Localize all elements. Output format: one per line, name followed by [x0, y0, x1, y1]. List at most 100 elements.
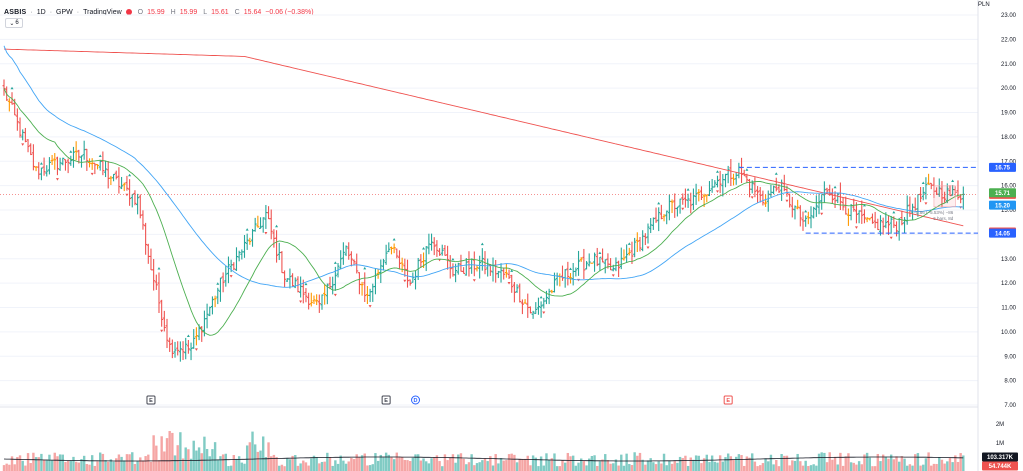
ohlc-bar	[170, 339, 174, 359]
ohlc-bar	[408, 279, 412, 286]
ohlc-bar	[900, 210, 904, 226]
volume-bar	[286, 458, 289, 471]
ohlc-bar	[921, 187, 925, 201]
volume-bar	[398, 456, 401, 471]
volume-bar	[863, 454, 866, 471]
volume-bar	[871, 466, 874, 471]
price-tick-label: 18.00	[1001, 135, 1017, 141]
price-badge-label: 16.75	[995, 166, 1011, 172]
pivot-high-marker	[951, 179, 955, 182]
volume-bar	[109, 459, 113, 471]
event-label: E	[384, 398, 388, 404]
ohlc-bar	[878, 215, 882, 236]
interval-label[interactable]: 1D	[36, 8, 46, 16]
volume-bar	[694, 455, 698, 471]
ohlc-bar	[956, 180, 960, 200]
volume-bar	[350, 457, 353, 471]
volume-bar	[879, 461, 882, 471]
volume-bar	[716, 462, 719, 471]
ohlc-bar	[464, 258, 468, 276]
measure-label: 6 bars, 8d	[933, 216, 954, 221]
ohlc-bar	[109, 175, 113, 186]
volume-bar	[849, 462, 853, 471]
volume-bar	[270, 456, 273, 471]
ohlc-bar	[812, 206, 816, 219]
pivot-high-marker	[539, 295, 543, 299]
pivot-high-marker	[862, 203, 866, 207]
volume-bar	[734, 456, 738, 471]
volume-bar	[446, 460, 449, 471]
volume-bar	[817, 453, 821, 471]
volume-bar	[641, 459, 644, 471]
pivot-high-marker	[39, 162, 43, 165]
volume-bar	[713, 461, 717, 471]
ohlc-bar	[210, 296, 214, 315]
ohlc-bar	[277, 242, 281, 261]
volume-badge	[982, 461, 1018, 471]
volume-bar	[435, 455, 439, 471]
price-tick-label: 13.00	[1001, 257, 1017, 263]
volume-bar	[82, 455, 86, 471]
ohlc-bar	[240, 249, 244, 260]
volume-bar	[652, 462, 655, 471]
ohlc-bar	[373, 268, 377, 295]
ohlc-bar	[368, 288, 372, 303]
indicators-toggle-button[interactable]: ⌄ 6	[5, 18, 23, 28]
ohlc-bar	[745, 173, 749, 183]
volume-bar	[90, 455, 94, 471]
volume-bar	[748, 457, 751, 471]
volume-bar	[449, 457, 452, 471]
volume-bar	[678, 456, 682, 471]
volume-bar	[935, 463, 938, 471]
volume-bar	[16, 457, 19, 471]
ohlc-bar	[518, 283, 522, 303]
volume-bar	[48, 454, 51, 471]
volume-bar	[93, 465, 97, 471]
volume-bar	[539, 456, 543, 471]
ma-mid-line	[3, 45, 964, 288]
volume-bar	[53, 452, 56, 471]
volume-bar	[580, 458, 583, 471]
volume-bar	[5, 463, 8, 471]
ohlc-bar	[707, 181, 711, 197]
ohlc-bar	[470, 258, 474, 274]
ohlc-bar	[887, 215, 891, 236]
volume-bar	[930, 465, 933, 471]
high-label: H	[170, 8, 176, 16]
pivot-high-marker	[745, 168, 749, 171]
pivot-high-marker	[892, 210, 896, 214]
volume-bar	[855, 464, 858, 471]
volume-bar	[884, 456, 888, 471]
ohlc-bar	[285, 278, 289, 282]
volume-bar	[131, 452, 134, 471]
volume-bar	[112, 461, 115, 471]
volume-bar	[764, 458, 767, 471]
price-badge-label: 14.05	[995, 231, 1011, 237]
volume-bar	[772, 464, 775, 471]
volume-bar	[868, 457, 871, 471]
ohlc-bar	[788, 193, 792, 208]
volume-bar	[392, 459, 396, 471]
volume-bar	[895, 456, 898, 471]
ohlc-bar	[173, 341, 177, 358]
volume-bar	[155, 445, 158, 471]
ohlc-bar	[504, 263, 508, 278]
ohlc-bar	[635, 232, 639, 253]
ohlc-bar	[192, 329, 196, 349]
ohlc-bar	[189, 342, 193, 361]
ohlc-bar	[512, 281, 516, 303]
ohlc-bar	[144, 222, 148, 255]
ohlc-bar	[96, 163, 100, 170]
volume-bar	[323, 461, 326, 471]
ohlc-bar	[854, 202, 858, 224]
volume-bar	[692, 459, 695, 471]
volume-bar	[780, 454, 783, 471]
symbol-label[interactable]: ASBIS	[4, 8, 27, 16]
ohlc-bar	[50, 154, 54, 165]
price-tick-label: 19.00	[1001, 111, 1017, 117]
ohlc-bar	[889, 215, 893, 234]
ohlc-bar	[868, 217, 872, 221]
volume-bar	[740, 455, 743, 471]
separator: ·	[49, 8, 53, 16]
